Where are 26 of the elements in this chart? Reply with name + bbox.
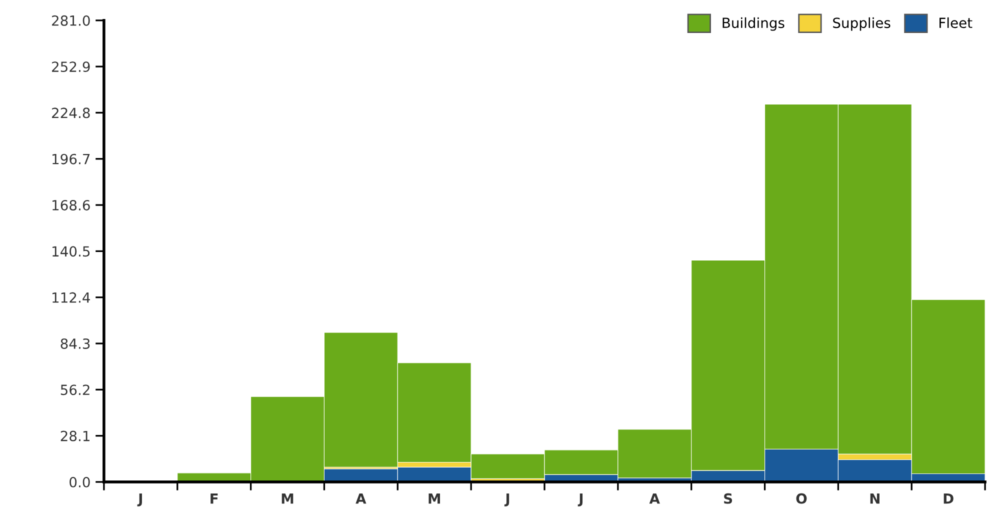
y-tick-label: 252.9: [52, 62, 90, 72]
y-tick-label: 196.7: [52, 154, 90, 164]
legend-label: Fleet: [940, 17, 972, 28]
y-tick-label: 224.8: [52, 108, 90, 118]
x-tick-label: J: [504, 493, 510, 506]
y-tick-label: 28.1: [60, 430, 90, 442]
x-tick-label: S: [724, 493, 732, 504]
y-tick-label: 140.5: [52, 246, 90, 257]
x-tick-label: J: [137, 493, 142, 506]
x-tick-label: M: [428, 493, 440, 504]
x-tick-label: D: [944, 493, 954, 504]
x-tick-label: A: [649, 493, 660, 504]
legend-label: Supplies: [833, 17, 890, 31]
y-tick-label: 56.2: [60, 384, 90, 396]
y-tick-label: 0.0: [70, 476, 90, 488]
y-tick-label: 84.3: [60, 338, 90, 349]
legend-label: Buildings: [722, 17, 784, 31]
x-tick-label: N: [870, 493, 880, 504]
x-tick-label: M: [282, 493, 294, 504]
y-tick-label: 281.0: [52, 15, 90, 26]
x-tick-label: A: [356, 493, 366, 504]
x-tick-label: O: [796, 493, 807, 504]
x-tick-label: J: [578, 493, 583, 506]
x-tick-label: F: [210, 493, 218, 504]
y-tick-label: 168.6: [52, 200, 90, 210]
y-tick-label: 112.4: [52, 292, 90, 303]
